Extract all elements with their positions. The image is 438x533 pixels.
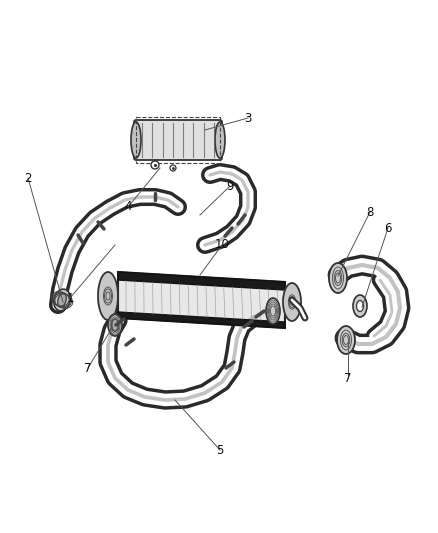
Circle shape [170,165,176,171]
Ellipse shape [329,263,347,293]
Ellipse shape [283,283,301,321]
Polygon shape [118,272,285,290]
Ellipse shape [266,298,280,324]
FancyBboxPatch shape [134,120,222,160]
Ellipse shape [58,293,66,307]
Text: 2: 2 [24,172,32,184]
Text: 7: 7 [344,372,352,384]
Ellipse shape [112,319,119,331]
Ellipse shape [353,295,367,317]
Polygon shape [118,312,285,328]
Ellipse shape [131,122,141,158]
Text: 6: 6 [384,222,392,235]
Ellipse shape [357,301,364,311]
Text: 10: 10 [215,238,230,252]
Text: 1: 1 [66,292,74,304]
Text: 7: 7 [84,361,92,375]
Ellipse shape [215,122,225,158]
Bar [136,117,220,163]
Ellipse shape [98,272,118,320]
Ellipse shape [108,314,122,336]
Text: 3: 3 [244,111,252,125]
Text: 4: 4 [124,200,132,214]
Text: 5: 5 [216,443,224,456]
Ellipse shape [337,326,355,354]
Text: 8: 8 [366,206,374,219]
Text: 9: 9 [226,180,234,192]
Circle shape [151,161,159,169]
Ellipse shape [54,289,70,311]
Polygon shape [118,272,285,328]
